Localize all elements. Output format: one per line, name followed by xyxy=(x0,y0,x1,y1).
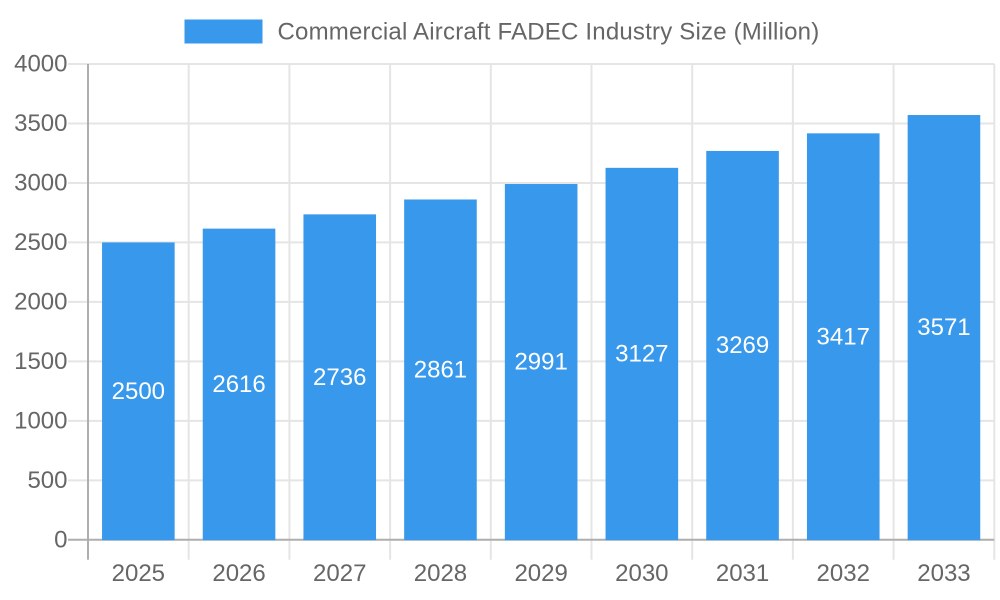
svg-text:500: 500 xyxy=(27,467,67,494)
svg-text:1000: 1000 xyxy=(14,407,67,434)
svg-text:2025: 2025 xyxy=(112,560,165,587)
svg-text:2032: 2032 xyxy=(817,560,870,587)
svg-text:3500: 3500 xyxy=(14,110,67,137)
svg-text:2000: 2000 xyxy=(14,288,67,315)
svg-text:3000: 3000 xyxy=(14,169,67,196)
svg-text:3571: 3571 xyxy=(917,314,970,341)
svg-text:2033: 2033 xyxy=(917,560,970,587)
svg-text:2736: 2736 xyxy=(313,364,366,391)
svg-text:0: 0 xyxy=(54,526,67,553)
svg-text:Commercial Aircraft FADEC Indu: Commercial Aircraft FADEC Industry Size … xyxy=(278,19,820,46)
svg-text:2026: 2026 xyxy=(212,560,265,587)
svg-text:3127: 3127 xyxy=(615,341,668,368)
svg-text:2027: 2027 xyxy=(313,560,366,587)
svg-text:4000: 4000 xyxy=(14,51,67,78)
svg-text:2028: 2028 xyxy=(414,560,467,587)
svg-text:2500: 2500 xyxy=(14,229,67,256)
svg-text:2500: 2500 xyxy=(112,378,165,405)
svg-text:1500: 1500 xyxy=(14,348,67,375)
svg-text:2029: 2029 xyxy=(514,560,567,587)
svg-text:2030: 2030 xyxy=(615,560,668,587)
svg-text:3269: 3269 xyxy=(716,332,769,359)
svg-text:3417: 3417 xyxy=(817,323,870,350)
svg-text:2031: 2031 xyxy=(716,560,769,587)
svg-text:2991: 2991 xyxy=(514,349,567,376)
svg-text:2861: 2861 xyxy=(414,356,467,383)
svg-text:2616: 2616 xyxy=(212,371,265,398)
